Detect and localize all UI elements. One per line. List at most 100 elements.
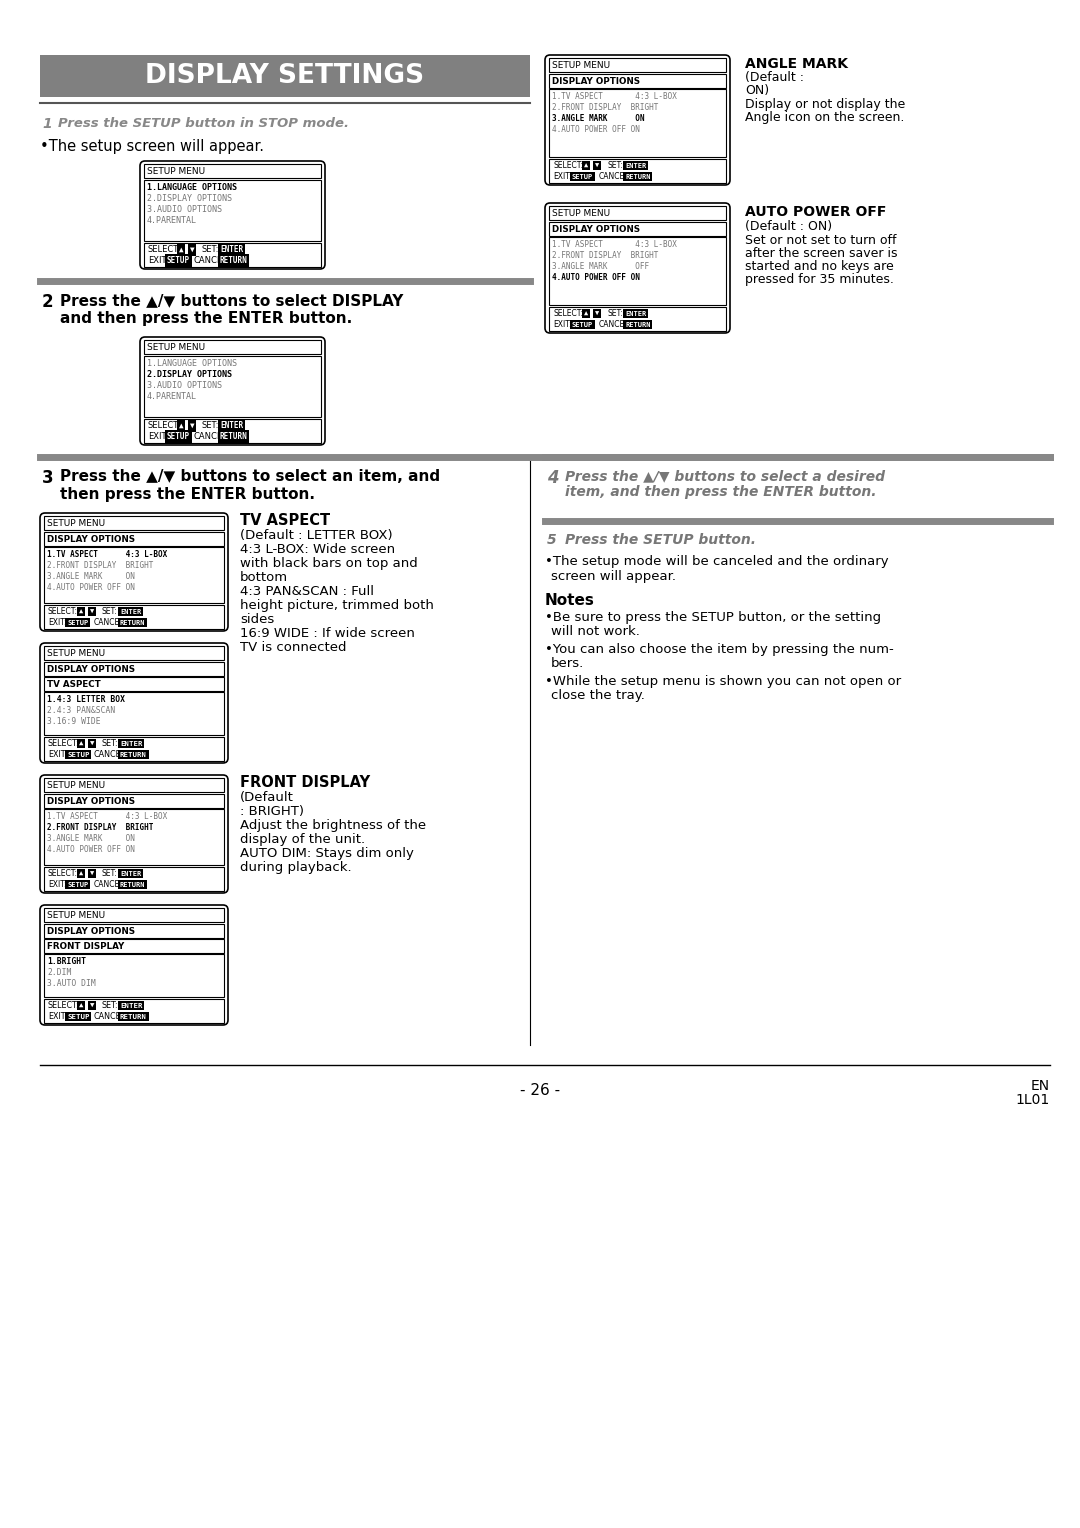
Bar (549, 159, 726, 183)
Text: SELECT:: SELECT: (553, 309, 583, 318)
Bar (44, 605, 224, 630)
Text: Notes: Notes (545, 593, 595, 608)
Text: ▼: ▼ (90, 608, 94, 614)
Text: CANCEL:: CANCEL: (599, 173, 632, 180)
Text: •Be sure to press the SETUP button, or the setting: •Be sure to press the SETUP button, or t… (545, 611, 881, 623)
Text: SET:: SET: (202, 422, 219, 429)
Text: ENTER: ENTER (220, 244, 243, 254)
Bar (44, 778, 224, 792)
Text: CANCEL:: CANCEL: (94, 880, 127, 889)
Text: SET:: SET: (102, 607, 118, 616)
Text: ENTER: ENTER (120, 741, 143, 747)
Text: 3.AUDIO OPTIONS: 3.AUDIO OPTIONS (147, 205, 222, 214)
Text: SELECT:: SELECT: (148, 422, 181, 429)
Text: DISPLAY OPTIONS: DISPLAY OPTIONS (48, 665, 135, 674)
Text: EXIT:: EXIT: (48, 617, 67, 626)
Text: 2.DISPLAY OPTIONS: 2.DISPLAY OPTIONS (147, 370, 232, 379)
Text: 4: 4 (546, 469, 558, 487)
Text: SET:: SET: (102, 740, 119, 749)
FancyBboxPatch shape (40, 643, 228, 762)
Text: SET:: SET: (607, 309, 623, 318)
Text: 1.TV ASPECT       4:3 L-BOX: 1.TV ASPECT 4:3 L-BOX (552, 240, 677, 249)
Bar (549, 58, 726, 72)
Text: 1.BRIGHT: 1.BRIGHT (48, 957, 86, 966)
Text: SELECT:: SELECT: (48, 1001, 80, 1010)
Text: 4.PARENTAL: 4.PARENTAL (147, 393, 197, 400)
Text: CANCEL:: CANCEL: (599, 319, 632, 329)
Text: 16:9 WIDE : If wide screen: 16:9 WIDE : If wide screen (240, 626, 415, 640)
Text: SETUP MENU: SETUP MENU (48, 781, 105, 790)
Text: ENTER: ENTER (220, 422, 243, 429)
Bar (44, 547, 224, 604)
Text: (Default : ON): (Default : ON) (745, 220, 832, 232)
Text: 4.AUTO POWER OFF ON: 4.AUTO POWER OFF ON (48, 584, 135, 591)
Bar (144, 180, 321, 241)
Text: FRONT DISPLAY: FRONT DISPLAY (240, 775, 370, 790)
Text: 2.FRONT DISPLAY  BRIGHT: 2.FRONT DISPLAY BRIGHT (48, 561, 153, 570)
Text: Press the ▲/▼ buttons to select DISPLAY: Press the ▲/▼ buttons to select DISPLAY (60, 293, 403, 309)
Text: CANCEL:: CANCEL: (194, 432, 230, 442)
Text: SETUP: SETUP (572, 174, 593, 179)
Text: screen will appear.: screen will appear. (551, 570, 676, 584)
FancyBboxPatch shape (40, 513, 228, 631)
Text: 2.FRONT DISPLAY  BRIGHT: 2.FRONT DISPLAY BRIGHT (552, 251, 659, 260)
Text: ENTER: ENTER (120, 608, 141, 614)
FancyBboxPatch shape (545, 55, 730, 185)
Bar (144, 243, 321, 267)
Bar (44, 808, 224, 865)
Text: 4.AUTO POWER OFF ON: 4.AUTO POWER OFF ON (552, 125, 639, 134)
Text: SETUP MENU: SETUP MENU (147, 342, 205, 351)
Bar (44, 924, 224, 938)
Text: 3.16:9 WIDE: 3.16:9 WIDE (48, 717, 100, 726)
Text: EXIT:: EXIT: (148, 432, 168, 442)
Bar (44, 692, 224, 735)
Text: and then press the ENTER button.: and then press the ENTER button. (60, 312, 352, 325)
Text: ▼: ▼ (595, 310, 599, 316)
Text: ENTER: ENTER (120, 871, 141, 877)
Text: with black bars on top and: with black bars on top and (240, 558, 418, 570)
Text: SETUP: SETUP (167, 432, 190, 442)
Text: ▼: ▼ (90, 871, 94, 877)
FancyBboxPatch shape (40, 905, 228, 1025)
Text: 4.AUTO POWER OFF ON: 4.AUTO POWER OFF ON (48, 845, 135, 854)
Text: display of the unit.: display of the unit. (240, 833, 365, 847)
Text: Press the SETUP button.: Press the SETUP button. (565, 533, 756, 547)
Text: EXIT:: EXIT: (553, 319, 571, 329)
Text: 3.ANGLE MARK     ON: 3.ANGLE MARK ON (48, 834, 135, 843)
Text: TV ASPECT: TV ASPECT (48, 680, 100, 689)
Text: SETUP MENU: SETUP MENU (48, 648, 105, 657)
Text: 3.AUTO DIM: 3.AUTO DIM (48, 979, 96, 989)
Text: 3: 3 (42, 469, 54, 487)
Text: ENTER: ENTER (120, 1002, 143, 1008)
Text: ▲: ▲ (79, 608, 83, 614)
Text: 1: 1 (42, 118, 52, 131)
Text: SET:: SET: (102, 1001, 119, 1010)
Text: ▲: ▲ (79, 741, 83, 747)
Text: 2.4:3 PAN&SCAN: 2.4:3 PAN&SCAN (48, 706, 116, 715)
Text: EXIT:: EXIT: (48, 1012, 67, 1021)
Text: 5: 5 (546, 533, 556, 547)
Bar (44, 736, 224, 761)
Text: 1.LANGUAGE OPTIONS: 1.LANGUAGE OPTIONS (147, 183, 237, 193)
Text: pressed for 35 minutes.: pressed for 35 minutes. (745, 274, 894, 286)
Text: will not work.: will not work. (551, 625, 639, 639)
Text: 4:3 L-BOX: Wide screen: 4:3 L-BOX: Wide screen (240, 542, 395, 556)
Text: AUTO DIM: Stays dim only: AUTO DIM: Stays dim only (240, 847, 414, 860)
Text: •While the setup menu is shown you can not open or: •While the setup menu is shown you can n… (545, 675, 901, 688)
Bar (549, 237, 726, 306)
Text: Press the ▲/▼ buttons to select an item, and: Press the ▲/▼ buttons to select an item,… (60, 469, 441, 484)
Text: item, and then press the ENTER button.: item, and then press the ENTER button. (565, 484, 877, 500)
FancyBboxPatch shape (140, 338, 325, 445)
Bar (144, 419, 321, 443)
Text: EN: EN (1031, 1079, 1050, 1093)
Bar (44, 953, 224, 996)
Bar (44, 866, 224, 891)
Text: ▼: ▼ (90, 741, 95, 747)
Text: SELECT:: SELECT: (48, 740, 80, 749)
Text: 3.ANGLE MARK      OFF: 3.ANGLE MARK OFF (552, 261, 649, 270)
Text: 1.TV ASPECT       4:3 L-BOX: 1.TV ASPECT 4:3 L-BOX (552, 92, 677, 101)
Text: (Default: (Default (240, 792, 294, 804)
Text: 1.LANGUAGE OPTIONS: 1.LANGUAGE OPTIONS (147, 359, 237, 368)
FancyBboxPatch shape (545, 203, 730, 333)
Text: (Default :: (Default : (745, 70, 804, 84)
